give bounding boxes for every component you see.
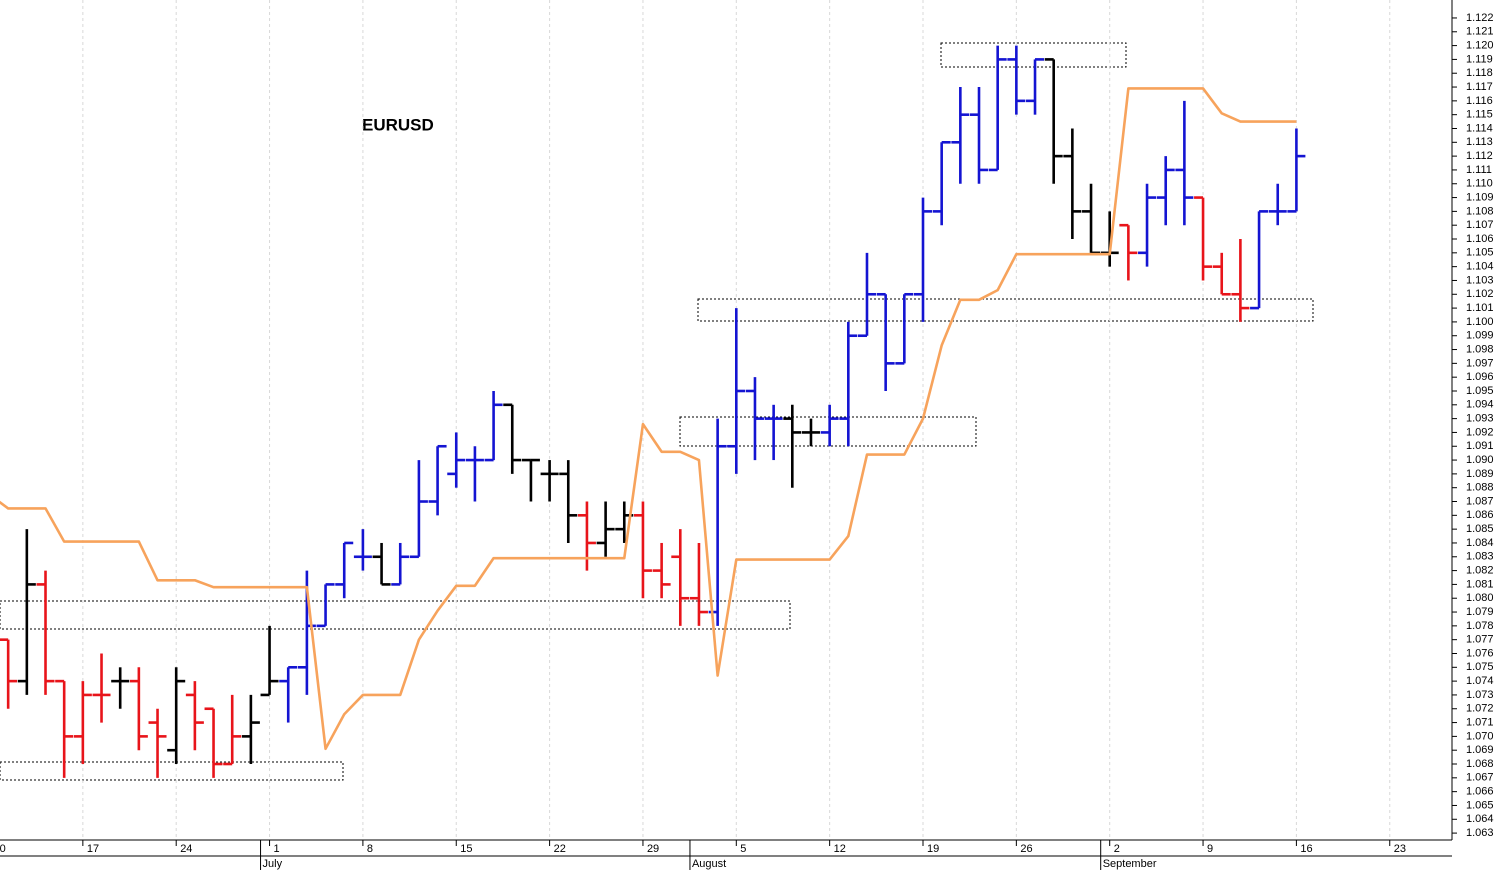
y-tick-label: 1.116 — [1466, 95, 1493, 107]
x-tick-label: 5 — [740, 843, 746, 855]
y-tick-label: 1.089 — [1466, 468, 1494, 480]
x-tick-label: 2 — [1114, 843, 1120, 855]
zone — [679, 416, 977, 447]
y-tick-label: 1.083 — [1466, 551, 1494, 563]
chart-title: EURUSD — [362, 115, 434, 134]
y-tick-label: 1.077 — [1466, 634, 1494, 646]
y-tick-label: 1.092 — [1466, 426, 1494, 438]
y-tick-label: 1.098 — [1466, 343, 1494, 355]
x-tick-label: 8 — [367, 843, 373, 855]
x-tick-label: 17 — [87, 843, 99, 855]
y-tick-label: 1.096 — [1466, 371, 1494, 383]
y-tick-label: 1.085 — [1466, 523, 1494, 535]
y-tick-label: 1.078 — [1466, 620, 1494, 632]
x-tick-label: 15 — [460, 843, 472, 855]
y-tick-label: 1.115 — [1466, 109, 1493, 121]
y-tick-label: 1.111 — [1466, 164, 1492, 176]
y-tick-label: 1.120 — [1466, 39, 1494, 51]
zone — [0, 600, 791, 630]
x-tick-label: 1 — [274, 843, 280, 855]
y-tick-label: 1.073 — [1466, 689, 1494, 701]
y-tick-label: 1.113 — [1466, 136, 1493, 148]
y-tick-label: 1.075 — [1466, 661, 1494, 673]
y-tick-label: 1.119 — [1466, 53, 1493, 65]
x-tick-label: 16 — [1300, 843, 1312, 855]
y-tick-label: 1.105 — [1466, 247, 1494, 259]
y-tick-label: 1.107 — [1466, 219, 1494, 231]
y-tick-label: 1.064 — [1466, 813, 1494, 825]
zone — [697, 298, 1314, 322]
y-tick-label: 1.095 — [1466, 385, 1494, 397]
y-tick-label: 1.088 — [1466, 482, 1494, 494]
y-tick-label: 1.084 — [1466, 537, 1494, 549]
y-tick-label: 1.099 — [1466, 330, 1494, 342]
y-tick-label: 1.091 — [1466, 440, 1494, 452]
y-tick-label: 1.086 — [1466, 509, 1494, 521]
month-label: August — [692, 858, 726, 870]
zone — [940, 42, 1127, 68]
y-tick-label: 1.087 — [1466, 495, 1494, 507]
y-tick-label: 1.104 — [1466, 261, 1494, 273]
y-tick-label: 1.070 — [1466, 730, 1494, 742]
y-tick-label: 1.118 — [1466, 67, 1493, 79]
y-tick-label: 1.074 — [1466, 675, 1494, 687]
y-tick-label: 1.082 — [1466, 564, 1494, 576]
x-tick-label: 9 — [1207, 843, 1213, 855]
y-tick-label: 1.072 — [1466, 703, 1494, 715]
y-tick-label: 1.080 — [1466, 592, 1494, 604]
y-tick-label: 1.110 — [1466, 178, 1493, 190]
y-tick-label: 1.100 — [1466, 316, 1494, 328]
y-tick-label: 1.101 — [1466, 302, 1494, 314]
y-tick-label: 1.063 — [1466, 827, 1494, 839]
y-tick-label: 1.069 — [1466, 744, 1494, 756]
y-tick-label: 1.093 — [1466, 413, 1494, 425]
y-tick-label: 1.065 — [1466, 799, 1494, 811]
x-tick-label: 10 — [0, 843, 6, 855]
y-tick-label: 1.076 — [1466, 647, 1494, 659]
y-tick-label: 1.112 — [1466, 150, 1493, 162]
month-label: September — [1103, 858, 1157, 870]
y-tick-label: 1.068 — [1466, 758, 1494, 770]
x-tick-label: 19 — [927, 843, 939, 855]
y-tick-label: 1.067 — [1466, 772, 1494, 784]
y-tick-label: 1.121 — [1466, 26, 1494, 38]
y-tick-label: 1.090 — [1466, 454, 1494, 466]
indicator-line — [0, 87, 1297, 751]
y-tick-label: 1.097 — [1466, 357, 1494, 369]
y-tick-label: 1.122 — [1466, 12, 1494, 24]
x-tick-label: 26 — [1020, 843, 1032, 855]
y-tick-label: 1.117 — [1466, 81, 1493, 93]
y-tick-label: 1.114 — [1466, 122, 1493, 134]
x-tick-label: 22 — [554, 843, 566, 855]
y-tick-label: 1.071 — [1466, 716, 1494, 728]
x-tick-label: 23 — [1394, 843, 1406, 855]
y-tick-label: 1.108 — [1466, 205, 1494, 217]
y-tick-label: 1.106 — [1466, 233, 1494, 245]
y-tick-label: 1.102 — [1466, 288, 1494, 300]
x-tick-label: 24 — [180, 843, 192, 855]
x-tick-label: 12 — [834, 843, 846, 855]
y-tick-label: 1.081 — [1466, 578, 1494, 590]
y-tick-label: 1.079 — [1466, 606, 1494, 618]
zone — [0, 761, 344, 781]
month-label: July — [263, 858, 283, 870]
y-tick-label: 1.094 — [1466, 399, 1494, 411]
zones — [0, 42, 1314, 781]
y-tick-label: 1.066 — [1466, 786, 1494, 798]
y-tick-label: 1.109 — [1466, 191, 1494, 203]
y-tick-label: 1.103 — [1466, 274, 1494, 286]
x-tick-label: 29 — [647, 843, 659, 855]
